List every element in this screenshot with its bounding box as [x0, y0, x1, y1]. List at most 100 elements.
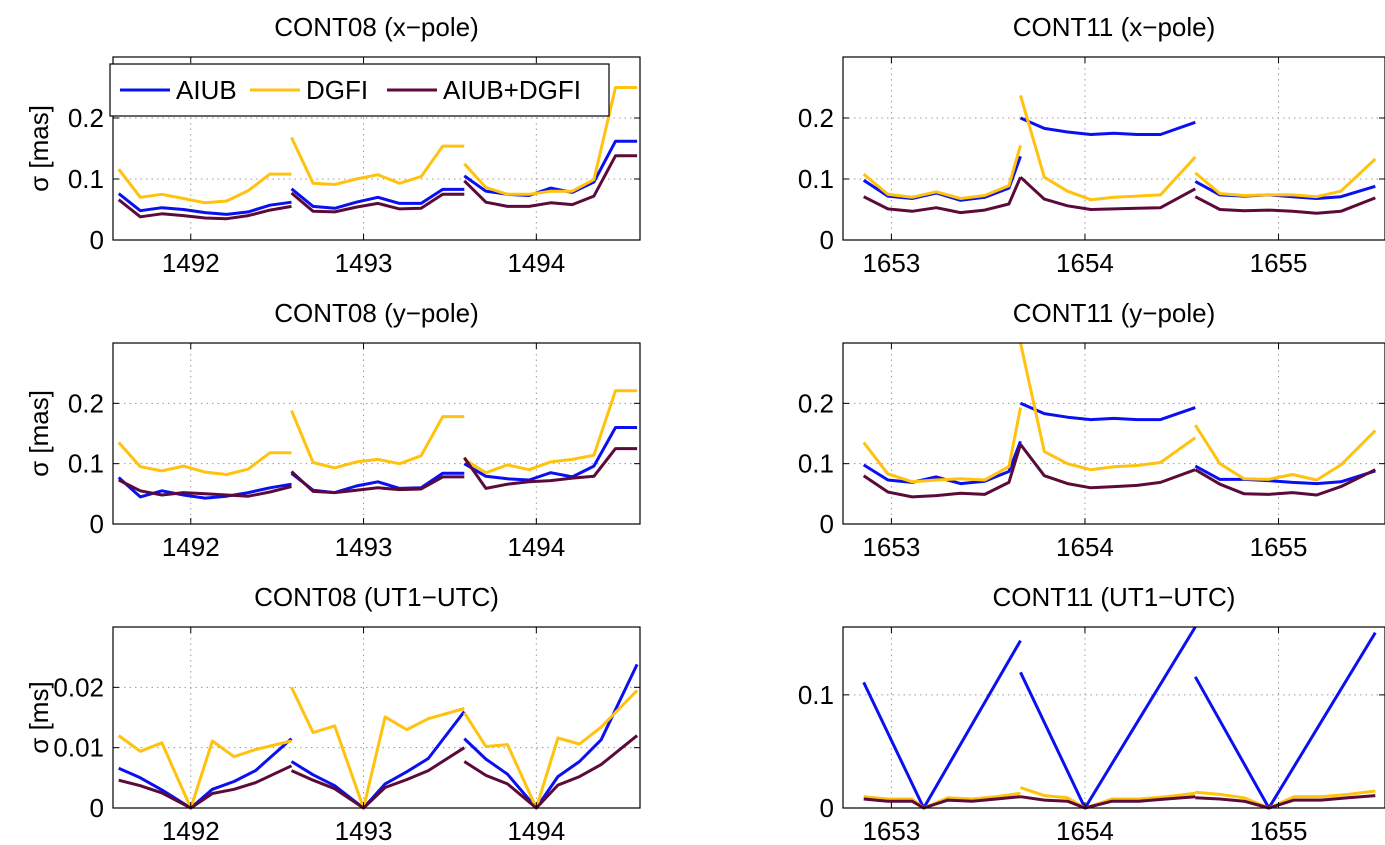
series-line-aiub-dgfi: [1195, 794, 1376, 810]
x-tick-label: 1494: [507, 248, 565, 278]
x-tick-label: 1655: [1250, 532, 1308, 562]
y-tick-label: 0.2: [68, 388, 104, 418]
y-tick-label: 0: [820, 793, 834, 823]
series-line-dgfi: [117, 734, 292, 810]
y-tick-label: 0: [820, 509, 834, 539]
series-line-dgfi: [1194, 424, 1377, 482]
series-line-aiub-dgfi: [290, 746, 466, 810]
series-line-aiub-dgfi: [463, 734, 639, 810]
series-line-aiub-dgfi: [117, 198, 292, 221]
series-line-dgfi: [290, 136, 465, 186]
y-tick-label: 0.2: [798, 103, 834, 133]
legend: AIUB DGFI AIUB+DGFI: [109, 63, 610, 117]
series-line-aiub: [1194, 464, 1376, 486]
legend-label: AIUB: [176, 75, 237, 105]
legend-label: AIUB+DGFI: [443, 75, 581, 105]
chart-title: CONT08 (y−pole): [274, 298, 478, 328]
series-line-aiub: [1019, 401, 1196, 422]
y-tick-label: 0.2: [798, 388, 834, 418]
series-line-aiub-dgfi: [118, 764, 293, 810]
x-tick-label: 1654: [1056, 248, 1114, 278]
series-line-dgfi: [463, 689, 639, 810]
series-line-aiub: [117, 192, 292, 216]
x-tick-label: 1653: [862, 816, 920, 845]
series-line-dgfi: [463, 86, 638, 196]
axes-frame: [842, 626, 1385, 809]
legend-label: DGFI: [306, 75, 368, 105]
series-line-aiub-dgfi: [1020, 795, 1196, 810]
plot-area: [843, 627, 1385, 808]
y-tick-label: 0.02: [53, 672, 104, 702]
x-tick-label: 1494: [507, 532, 565, 562]
series-line-dgfi: [117, 168, 292, 205]
series-line-aiub-dgfi: [463, 447, 638, 490]
chart-panel-1: 1653 1654 1655 0 0.1 0.2 CONT11 (x−pole): [798, 12, 1385, 278]
chart-title: CONT11 (x−pole): [1013, 12, 1216, 42]
y-tick-label: 0.1: [798, 680, 834, 710]
y-tick-label: 0.1: [798, 449, 834, 479]
series-line-aiub-dgfi: [863, 795, 1021, 810]
chart-panel-2: 1492 1493 1494 0 0.1 0.2 CONT08 (y−pole) σ [mas…: [24, 298, 641, 562]
series-line-dgfi: [290, 686, 465, 810]
x-tick-label: 1653: [862, 248, 920, 278]
series-line-dgfi: [117, 441, 292, 476]
x-tick-label: 1493: [335, 816, 393, 845]
series-line-aiub-dgfi: [1019, 443, 1196, 490]
series-line-dgfi: [1019, 94, 1197, 202]
y-tick-label: 0.1: [798, 164, 834, 194]
series-line-aiub-dgfi: [463, 154, 638, 208]
x-tick-label: 1655: [1250, 816, 1308, 845]
x-tick-label: 1492: [162, 816, 220, 845]
axes-frame: [842, 342, 1385, 525]
series-line-dgfi: [463, 389, 638, 475]
series-line-dgfi: [1019, 342, 1197, 472]
y-axis-label: σ [mas]: [24, 105, 54, 192]
chart-panel-5: 1653 1654 1655 0 0.1 CONT11 (UT1−UTC): [798, 582, 1385, 845]
series-line-dgfi: [862, 407, 1022, 484]
plot-area: [113, 627, 640, 808]
axes-frame: [112, 626, 641, 809]
y-tick-label: 0: [90, 509, 104, 539]
series-line-aiub: [1019, 116, 1196, 136]
series-line-aiub: [118, 737, 293, 810]
x-tick-label: 1492: [162, 248, 220, 278]
x-tick-label: 1493: [335, 248, 393, 278]
series-line-dgfi: [1195, 789, 1376, 810]
series-line-aiub: [463, 426, 638, 482]
series-line-aiub-dgfi: [1194, 468, 1376, 497]
y-axis-label: σ [mas]: [24, 390, 54, 477]
chart-panel-3: 1653 1654 1655 0 0.1 0.2 CONT11 (y−pole): [798, 298, 1385, 562]
x-tick-label: 1493: [335, 532, 393, 562]
series-line-aiub-dgfi: [290, 191, 465, 214]
x-tick-label: 1655: [1250, 248, 1308, 278]
series-line-aiub: [463, 663, 639, 810]
series-line-dgfi: [862, 144, 1022, 200]
x-tick-label: 1654: [1056, 816, 1114, 845]
series-line-aiub-dgfi: [290, 470, 465, 495]
x-tick-label: 1653: [862, 532, 920, 562]
chart-panel-4: 1492 1493 1494 0 0.01 0.02 CONT08 (UT1−UTC) σ […: [24, 582, 641, 845]
series-line-aiub-dgfi: [1019, 176, 1197, 211]
chart-title: CONT08 (x−pole): [274, 12, 478, 42]
series-line-aiub: [117, 476, 292, 500]
series-line-aiub-dgfi: [118, 478, 292, 498]
y-tick-label: 0.1: [68, 164, 104, 194]
chart-title: CONT11 (UT1−UTC): [993, 582, 1236, 612]
x-tick-label: 1494: [507, 816, 565, 845]
y-tick-label: 0: [90, 793, 104, 823]
axes-frame: [112, 56, 641, 241]
axes-frame: [842, 56, 1385, 241]
axes-frame: [112, 342, 641, 525]
y-tick-label: 0.01: [53, 733, 104, 763]
x-tick-label: 1654: [1056, 532, 1114, 562]
series-line-aiub-dgfi: [1194, 195, 1376, 215]
legend-box: [109, 63, 610, 117]
series-line-aiub-dgfi: [862, 443, 1022, 499]
x-tick-label: 1492: [162, 532, 220, 562]
chart-title: CONT11 (y−pole): [1013, 298, 1216, 328]
chart-panel-0: 1492 1493 1494 0 0.1 0.2 CONT08 (x−pole) σ [mas…: [24, 12, 641, 278]
y-tick-label: 0: [90, 225, 104, 255]
y-tick-label: 0.2: [68, 103, 104, 133]
y-axis-label: σ [ms]: [24, 681, 54, 753]
